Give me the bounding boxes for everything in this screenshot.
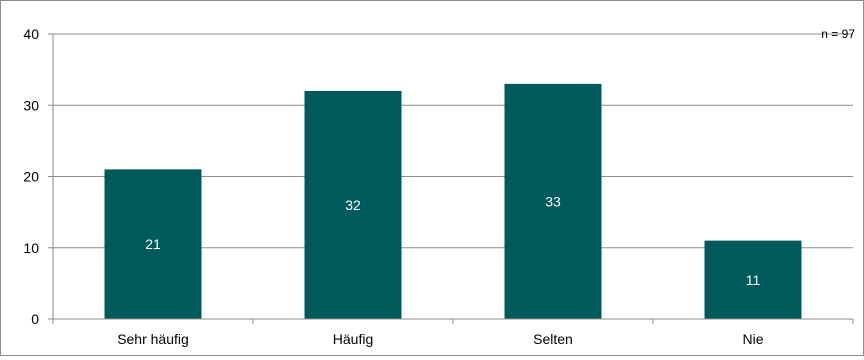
data-label: 32 xyxy=(345,197,361,213)
x-tick-label: Sehr häufig xyxy=(117,331,189,347)
y-tick-label: 0 xyxy=(31,311,39,327)
x-tick-label: Nie xyxy=(742,331,763,347)
bar xyxy=(504,83,602,319)
data-label: 21 xyxy=(145,236,161,252)
bars xyxy=(104,83,802,319)
bar xyxy=(304,91,402,319)
y-tick-label: 10 xyxy=(23,240,39,256)
sample-size-note: n = 97 xyxy=(821,27,855,41)
x-tick-label: Selten xyxy=(533,331,573,347)
data-label: 11 xyxy=(746,272,761,288)
data-labels: 21 32 33 11 xyxy=(145,193,760,287)
x-axis-ticks: Sehr häufig Häufig Selten Nie xyxy=(52,319,854,347)
y-tick-label: 20 xyxy=(23,169,39,185)
data-label: 33 xyxy=(545,193,561,209)
y-tick-label: 30 xyxy=(23,97,39,113)
bar xyxy=(704,240,802,319)
y-tick-label: 40 xyxy=(23,26,39,42)
y-axis-ticks: 0 10 20 30 40 xyxy=(23,26,53,327)
x-tick-label: Häufig xyxy=(333,331,373,347)
bar xyxy=(104,169,202,319)
